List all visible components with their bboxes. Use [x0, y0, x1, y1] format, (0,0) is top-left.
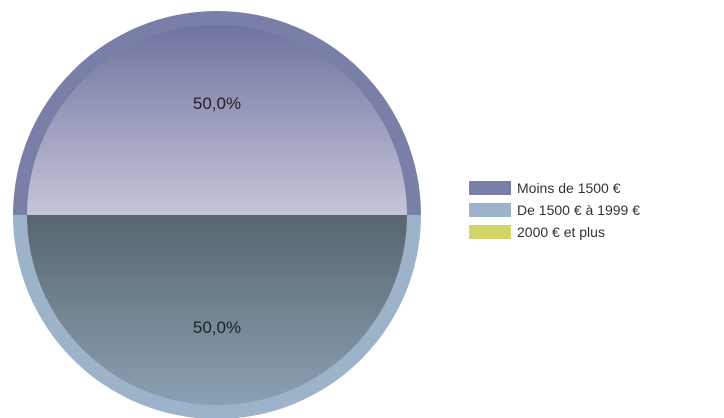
legend-label: De 1500 € à 1999 €: [517, 202, 640, 218]
legend-swatch: [469, 203, 511, 217]
slice-label: 50,0%: [193, 318, 241, 337]
legend-label: 2000 € et plus: [517, 224, 605, 240]
legend-item: De 1500 € à 1999 €: [469, 199, 640, 221]
pie-slice-shading: [27, 215, 407, 405]
pie-slice-shading: [27, 25, 407, 215]
legend-item: 2000 € et plus: [469, 221, 640, 243]
slice-label: 50,0%: [193, 94, 241, 113]
legend-swatch: [469, 225, 511, 239]
legend-label: Moins de 1500 €: [517, 180, 621, 196]
legend-item: Moins de 1500 €: [469, 177, 640, 199]
legend: Moins de 1500 € De 1500 € à 1999 € 2000 …: [469, 177, 640, 243]
legend-swatch: [469, 181, 511, 195]
